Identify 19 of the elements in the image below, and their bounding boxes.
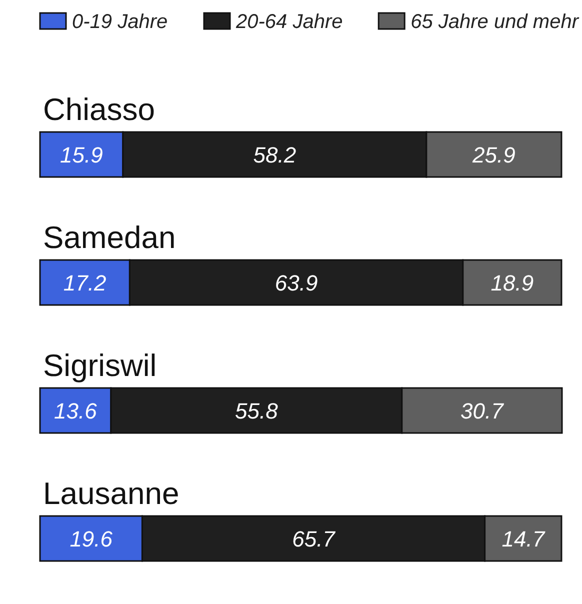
- legend-label: 20-64 Jahre: [235, 11, 343, 33]
- legend-label: 65 Jahre und mehr: [410, 11, 580, 33]
- y-tick-label: Chiasso: [43, 92, 155, 127]
- data-label: 55.8: [235, 398, 279, 424]
- y-tick-label: Samedan: [43, 220, 176, 255]
- data-label: 19.6: [70, 526, 114, 552]
- data-label: 58.2: [253, 142, 296, 168]
- y-tick-label: Sigriswil: [43, 348, 157, 383]
- data-label: 63.9: [274, 270, 318, 296]
- data-label: 65.7: [292, 526, 336, 552]
- y-tick-label: Lausanne: [43, 476, 180, 511]
- data-label: 14.7: [502, 526, 546, 552]
- legend-label: 0-19 Jahre: [72, 11, 168, 33]
- data-label: 15.9: [60, 142, 103, 168]
- data-label: 25.9: [472, 142, 516, 168]
- data-label: 17.2: [63, 270, 106, 296]
- data-label: 30.7: [460, 398, 504, 424]
- data-label: 18.9: [490, 270, 534, 296]
- data-label: 13.6: [54, 398, 98, 424]
